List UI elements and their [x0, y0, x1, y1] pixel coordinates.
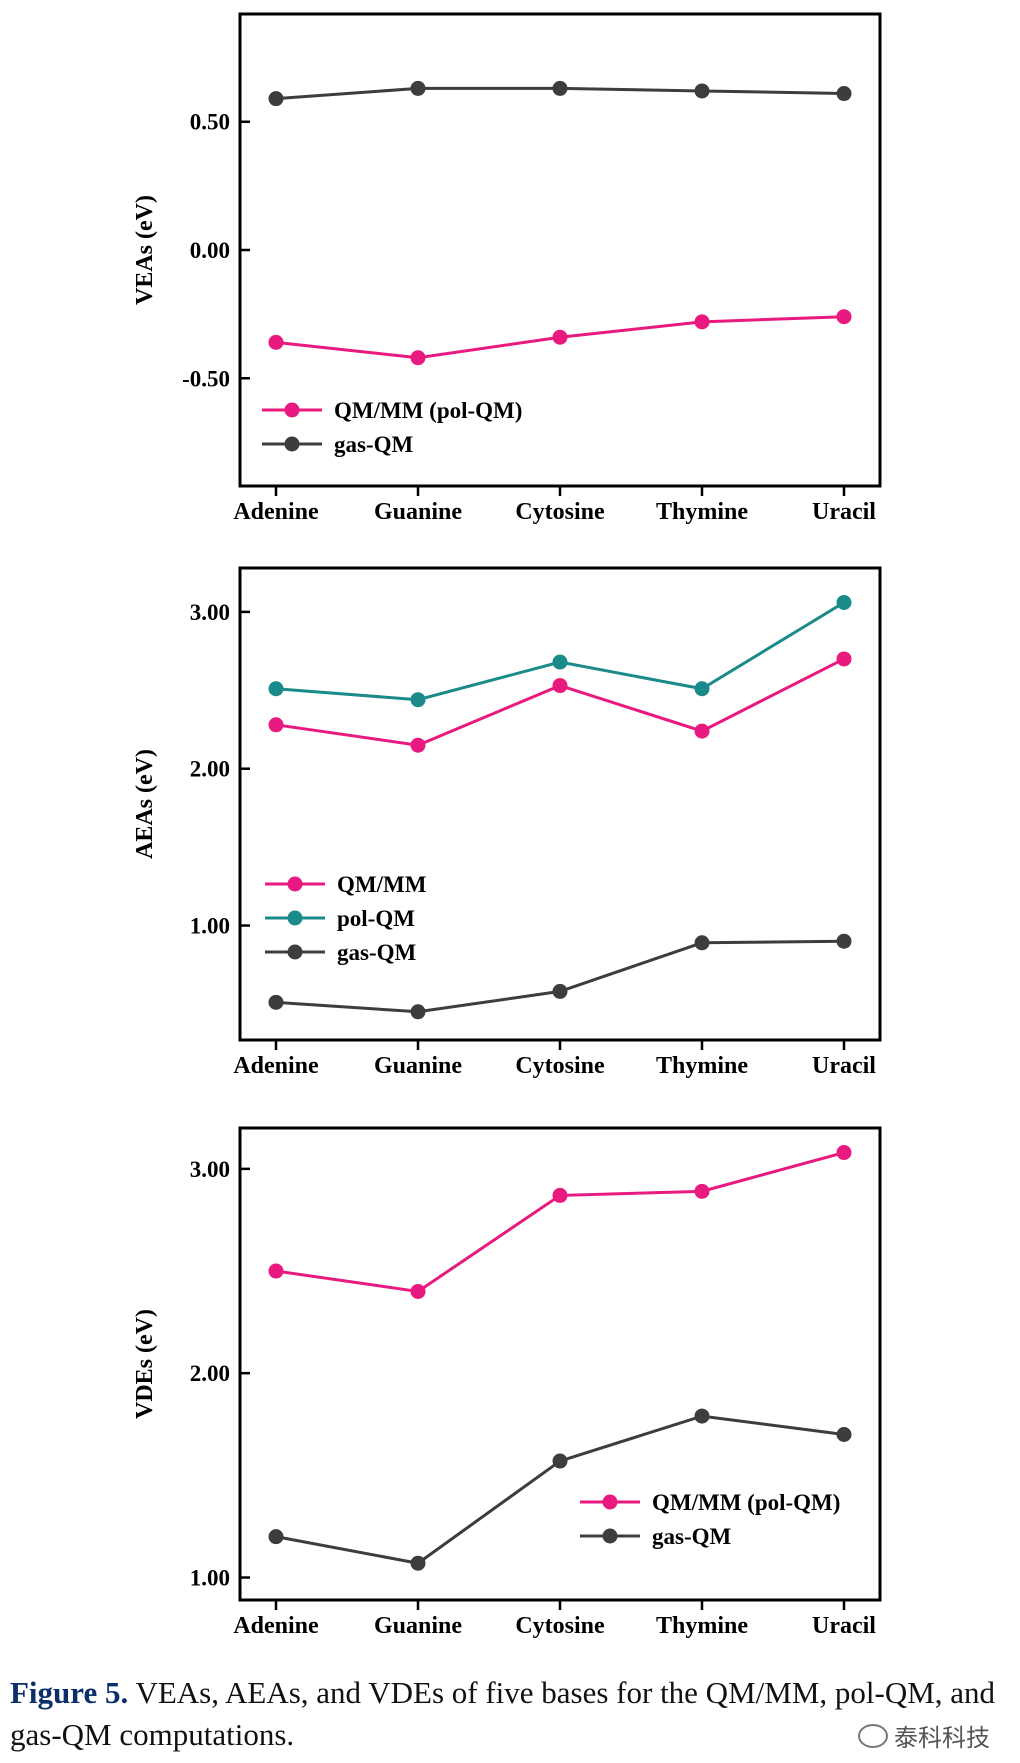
legend-label: gas-QM — [337, 940, 417, 965]
y-tick-label: 0.50 — [190, 110, 230, 135]
chart-panel-2: 1.00 2.00 3.00 Adenine Guanine Cytosine Thymin… — [132, 566, 882, 1079]
data-point — [268, 1263, 284, 1279]
x-tick-label: Uracil — [812, 1613, 876, 1639]
y-axis-label: VEAs (eV) — [132, 195, 158, 305]
data-point — [694, 314, 710, 330]
data-point — [268, 994, 284, 1010]
legend-label: pol-QM — [337, 906, 415, 931]
x-tick-label: Thymine — [656, 1053, 748, 1079]
series-line — [275, 657, 845, 747]
x-tick-label: Guanine — [374, 499, 462, 525]
y-axis-label: VDEs (eV) — [132, 1309, 158, 1419]
figure-number: Figure 5. — [10, 1675, 129, 1710]
data-point — [410, 737, 426, 753]
data-point — [836, 309, 852, 325]
data-point — [836, 86, 852, 102]
legend-label: QM/MM (pol-QM) — [334, 398, 522, 423]
data-point — [552, 329, 568, 345]
x-tick-label: Adenine — [233, 1613, 319, 1639]
legend-label: gas-QM — [652, 1524, 732, 1549]
y-tick-label: -0.50 — [182, 366, 230, 391]
x-tick-label: Uracil — [812, 1053, 876, 1079]
data-point — [836, 1145, 852, 1161]
data-point — [268, 681, 284, 697]
legend-label: QM/MM — [337, 872, 427, 897]
data-point — [836, 594, 852, 610]
legend-label: QM/MM (pol-QM) — [652, 1490, 840, 1515]
data-point — [410, 1283, 426, 1299]
y-axis-label: AEAs (eV) — [132, 749, 158, 859]
watermark-text: 泰科科技 — [894, 1724, 990, 1752]
legend-marker — [284, 436, 300, 452]
data-point — [268, 717, 284, 733]
data-point — [552, 654, 568, 670]
legend-label: gas-QM — [334, 432, 414, 457]
data-point — [552, 80, 568, 96]
legend-marker — [287, 944, 303, 960]
data-point — [268, 334, 284, 350]
x-tick-label: Cytosine — [515, 499, 605, 525]
data-point — [410, 692, 426, 708]
x-tick-label: Thymine — [656, 499, 748, 525]
data-point — [268, 91, 284, 107]
x-tick-label: Adenine — [233, 499, 319, 525]
x-tick-label: Cytosine — [515, 1053, 605, 1079]
legend-marker — [287, 876, 303, 892]
data-point — [694, 1183, 710, 1199]
data-point — [694, 83, 710, 99]
x-tick-label: Uracil — [812, 499, 876, 525]
wechat-icon — [858, 1723, 888, 1748]
x-tick-label: Adenine — [233, 1053, 319, 1079]
data-point — [836, 933, 852, 949]
data-point — [410, 80, 426, 96]
legend-marker — [284, 402, 300, 418]
x-tick-label: Guanine — [374, 1613, 462, 1639]
data-point — [694, 723, 710, 739]
y-tick-label: 2.00 — [190, 1361, 230, 1386]
y-tick-label: 2.00 — [190, 757, 230, 782]
data-point — [268, 1529, 284, 1545]
series-line — [275, 1151, 845, 1294]
data-point — [410, 350, 426, 366]
x-tick-label: Guanine — [374, 1053, 462, 1079]
data-point — [836, 651, 852, 667]
watermark: 泰科科技 — [858, 1718, 990, 1753]
data-point — [552, 983, 568, 999]
data-point — [694, 681, 710, 697]
data-point — [410, 1004, 426, 1020]
y-tick-label: 1.00 — [190, 1566, 230, 1591]
data-point — [694, 935, 710, 951]
legend-marker — [287, 910, 303, 926]
y-tick-label: 0.00 — [190, 238, 230, 263]
data-point — [694, 1408, 710, 1424]
data-point — [552, 678, 568, 694]
y-tick-label: 3.00 — [190, 600, 230, 625]
x-tick-label: Cytosine — [515, 1613, 605, 1639]
data-point — [410, 1555, 426, 1571]
y-tick-label: 1.00 — [190, 914, 230, 939]
caption-text: VEAs, AEAs, and VDEs of five bases for t… — [10, 1675, 996, 1752]
data-point — [552, 1453, 568, 1469]
chart-panel-3: 1.00 2.00 3.00 Adenine Guanine Cytosine Thymin… — [132, 1126, 882, 1639]
chart-panel-1: -0.50 0.00 0.50 Adenine Guanine Cytosine Thymi… — [132, 12, 882, 525]
y-tick-label: 3.00 — [190, 1157, 230, 1182]
x-tick-label: Thymine — [656, 1613, 748, 1639]
data-point — [552, 1187, 568, 1203]
legend-marker — [602, 1494, 618, 1510]
figure-caption: Figure 5. VEAs, AEAs, and VDEs of five b… — [10, 1672, 1010, 1756]
legend-marker — [602, 1528, 618, 1544]
data-point — [836, 1426, 852, 1442]
figure-charts: -0.50 0.00 0.50 Adenine Guanine Cytosine Thymi… — [132, 12, 882, 1639]
